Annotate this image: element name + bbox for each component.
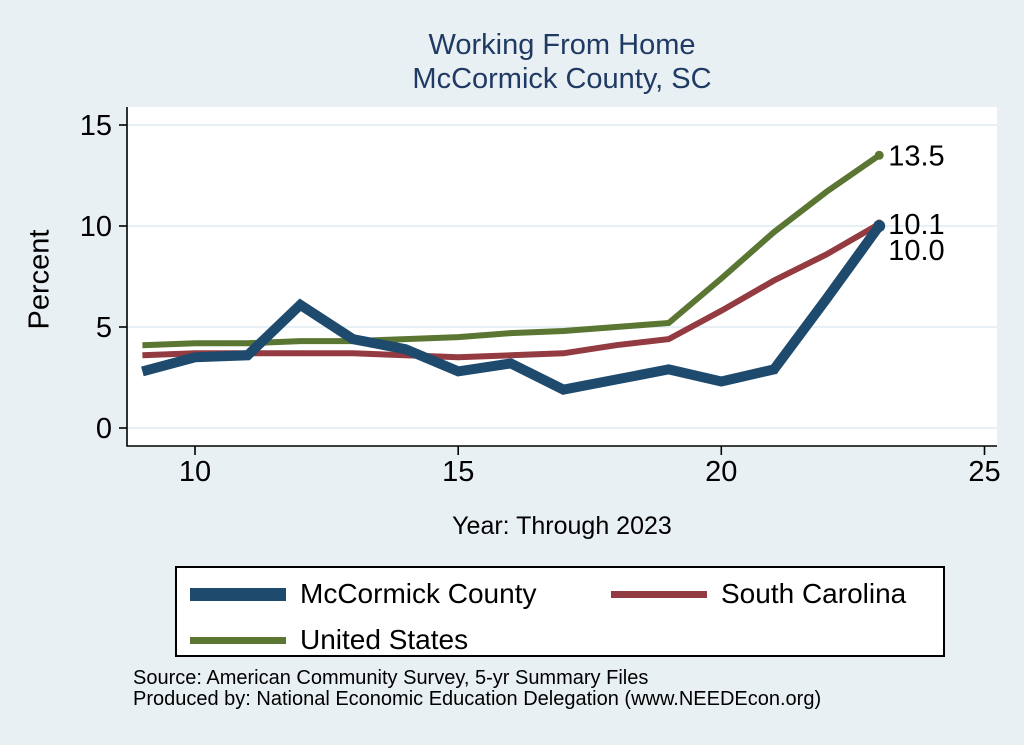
legend-label-united-states: United States	[300, 624, 469, 655]
y-tick-label-15: 15	[80, 110, 112, 142]
source-note: Source: American Community Survey, 5-yr …	[133, 667, 649, 689]
legend-item-united-states: United States	[190, 624, 468, 656]
producer-note: Produced by: National Economic Education…	[133, 688, 822, 710]
end-label-mccormick-county: 10.0	[888, 235, 944, 267]
x-tick-label-10: 10	[179, 456, 211, 488]
legend-swatch-south-carolina	[611, 590, 707, 598]
chart-title: Working From Home McCormick County, SC	[100, 28, 1024, 96]
end-label-united-states: 13.5	[888, 140, 944, 172]
end-label-south-carolina: 10.1	[888, 209, 944, 241]
chart-title-line2: McCormick County, SC	[412, 63, 712, 95]
plot-background	[127, 107, 997, 446]
x-axis-title: Year: Through 2023	[452, 512, 672, 540]
x-tick-label-20: 20	[705, 456, 737, 488]
chart-canvas: 0 5 10 15 10 15 20 25 13.5 10.110.0	[80, 107, 1001, 488]
chart-title-line1: Working From Home	[428, 29, 696, 61]
series-line-mccormick-county	[141, 223, 884, 395]
legend-label-mccormick-county: McCormick County	[300, 578, 537, 609]
y-tick-label-0: 0	[96, 413, 112, 445]
legend-item-mccormick-county: McCormick County	[190, 578, 536, 610]
legend-label-south-carolina: South Carolina	[721, 578, 907, 609]
legend-item-south-carolina: South Carolina	[611, 578, 906, 610]
x-tick-label-25: 25	[968, 456, 1000, 488]
y-tick-label-5: 5	[96, 312, 112, 344]
y-tick-label-10: 10	[80, 211, 112, 243]
footer-notes: Source: American Community Survey, 5-yr …	[133, 668, 821, 710]
legend-swatch-united-states	[190, 636, 286, 644]
x-tick-label-15: 15	[442, 456, 474, 488]
legend: McCormick County South Carolina United S…	[175, 566, 945, 657]
series-line-south-carolina	[142, 221, 881, 361]
series-end-dot-mccormick-county	[873, 220, 886, 232]
series-end-dot-united-states	[874, 150, 884, 160]
legend-swatch-mccormick-county	[190, 587, 286, 601]
axis-lines	[126, 107, 997, 447]
